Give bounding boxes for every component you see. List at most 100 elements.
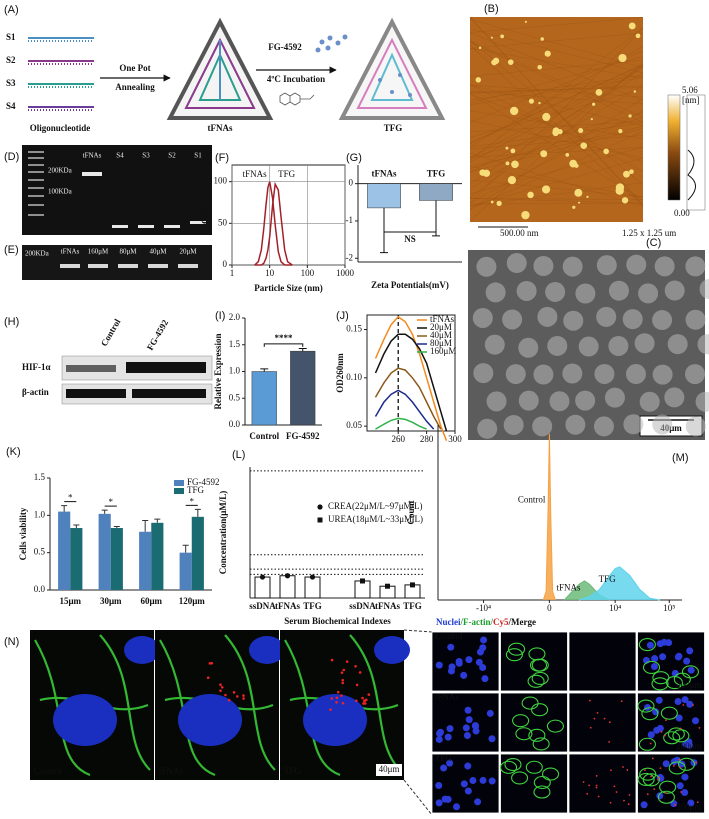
y-axis-title: Cells viability [18,507,28,560]
cy5-signal [206,676,210,680]
y-tick-label: 50 [218,217,228,227]
nucleus [479,776,487,784]
actin-cell [677,757,696,771]
x-tick-label: 10⁴ [609,603,621,613]
scale-max: 5.06 [682,85,698,95]
cy5-signal [340,671,344,674]
y-tick-label: 1.0 [34,509,46,519]
actin-cell [638,637,656,652]
cy5-signal [651,757,654,760]
nucleus [475,658,483,666]
marker [385,583,390,589]
nucleus [448,663,456,671]
cy5-signal [588,784,591,787]
afm-streak [469,32,644,49]
bar [58,511,71,590]
afm-particle [528,98,535,104]
tem-particle [575,390,596,411]
tem-particle [486,391,507,412]
y-tick-label: -2 [346,252,354,262]
legend-swatch [174,480,184,486]
tem-particle [685,256,706,277]
micrograph-tile [568,692,637,753]
nucleus [687,666,695,674]
cy5-signal [696,801,699,804]
tetrahedron-edge [356,37,428,109]
y-tick-label: 0.5 [34,547,46,557]
cy5-signal [588,699,591,702]
tem-particle [626,254,647,275]
error-bar [113,526,120,529]
actin-cell [546,719,564,733]
bar [151,522,164,590]
marker-label: 100KDa [48,188,73,196]
y-tick-label: 0 [223,259,228,269]
histogram-curve [687,149,696,201]
afm-particle [507,175,517,185]
cy5-signal [341,678,345,682]
molecule [398,73,402,77]
cy5-signal [679,766,681,769]
cy5-signal [355,699,358,703]
cy5-signal [665,719,667,722]
tem-particle [502,309,523,330]
actin-cell [637,699,655,713]
tem-particle [537,306,558,327]
nucleus [675,714,683,722]
drug-label: FG-4592 [268,42,302,52]
channel: Cy5 [493,617,509,627]
tem-particle [685,416,706,437]
bar [139,531,152,590]
x-tick-label: TFG [403,601,422,611]
nucleus [646,641,654,649]
molecule [315,47,321,53]
row-label: HIF-1α [22,362,51,372]
bar [304,576,321,599]
afm-streak [469,157,644,207]
afm-particle [590,118,593,121]
actin-cell [515,727,533,741]
panel-label: (E) [4,244,19,256]
afm-particle [509,106,519,116]
y-tick-label: 1.5 [229,339,241,349]
marker [284,573,291,579]
actin-cell [511,771,529,785]
nucleus [488,735,496,743]
x-tick-label: Control [249,431,279,441]
drug-molecules [315,34,348,53]
nucleus [441,795,449,803]
nucleus [303,694,367,746]
panel-label: (N) [4,636,19,648]
afm-streak [469,28,644,204]
afm-streak [469,179,644,198]
tem-particle [652,364,673,385]
tem-particle [699,279,709,299]
cy5-signal [674,804,676,806]
blot-band [66,365,116,372]
tem-particle [484,334,505,355]
afm-streak [469,166,644,198]
afm-streak [469,39,644,186]
tem-particle [575,283,596,304]
error-bar [73,524,80,529]
cy5-signal [236,695,239,698]
cy5-signal [610,769,612,772]
afm-streak [469,110,644,139]
afm-streak [469,61,644,222]
nucleus [681,773,689,781]
actin-cell [652,671,670,685]
channel: /Merge [508,617,536,627]
tem-particle [594,363,615,384]
marker-label: 200KDa [48,167,73,175]
cy5-signal [603,717,606,720]
series-label: TFG [599,574,617,584]
afm-particle [491,59,498,66]
tem-particle [654,256,675,277]
tem-particle [562,363,583,384]
nucleus [691,717,699,725]
afm-streak [469,152,644,207]
nucleus [464,787,472,795]
blot-band [126,362,206,373]
tem-particle [652,414,673,435]
afm-particle [578,128,584,134]
